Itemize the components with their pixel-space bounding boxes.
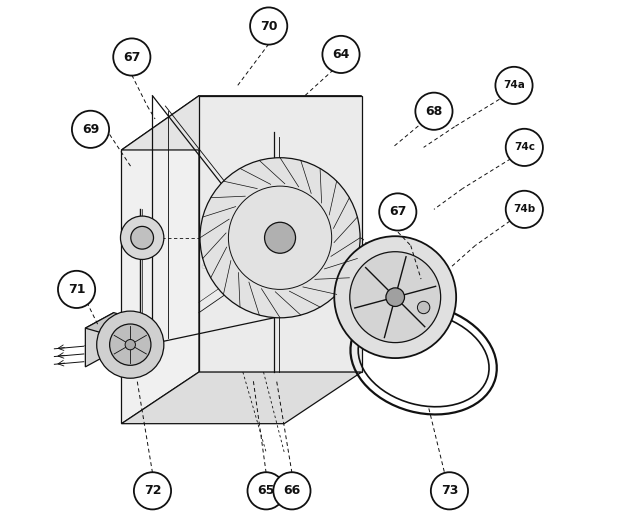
Text: 70: 70	[260, 19, 277, 32]
Circle shape	[379, 193, 417, 231]
Polygon shape	[122, 372, 361, 424]
Text: 74b: 74b	[513, 204, 536, 215]
Circle shape	[495, 67, 533, 104]
Text: 67: 67	[123, 51, 141, 64]
Text: 66: 66	[283, 484, 301, 497]
Text: 65: 65	[257, 484, 275, 497]
Text: 69: 69	[82, 123, 99, 136]
Polygon shape	[122, 96, 361, 150]
Circle shape	[322, 36, 360, 73]
Circle shape	[334, 236, 456, 358]
Text: 74a: 74a	[503, 80, 525, 90]
Circle shape	[386, 288, 404, 306]
Text: 71: 71	[68, 283, 86, 296]
Circle shape	[415, 92, 453, 130]
Polygon shape	[199, 96, 361, 372]
Text: 74c: 74c	[514, 143, 535, 152]
Circle shape	[58, 271, 95, 308]
Circle shape	[506, 129, 543, 166]
Polygon shape	[86, 313, 113, 367]
Circle shape	[273, 472, 311, 509]
Circle shape	[506, 191, 543, 228]
Text: eReplacementParts.com: eReplacementParts.com	[200, 261, 337, 271]
Circle shape	[131, 227, 154, 249]
Circle shape	[97, 311, 164, 378]
Circle shape	[200, 158, 360, 318]
Circle shape	[110, 324, 151, 365]
Circle shape	[134, 472, 171, 509]
Circle shape	[247, 472, 285, 509]
Circle shape	[265, 222, 296, 253]
Text: 72: 72	[144, 484, 161, 497]
Polygon shape	[86, 313, 132, 334]
Text: 64: 64	[332, 48, 350, 61]
Circle shape	[72, 111, 109, 148]
Text: 68: 68	[425, 105, 443, 118]
Circle shape	[350, 252, 441, 342]
Circle shape	[113, 39, 151, 76]
Circle shape	[120, 216, 164, 259]
Text: 73: 73	[441, 484, 458, 497]
Text: 67: 67	[389, 206, 407, 218]
Circle shape	[431, 472, 468, 509]
Polygon shape	[122, 96, 199, 424]
Circle shape	[250, 7, 287, 44]
Circle shape	[125, 339, 135, 350]
Circle shape	[417, 301, 430, 314]
